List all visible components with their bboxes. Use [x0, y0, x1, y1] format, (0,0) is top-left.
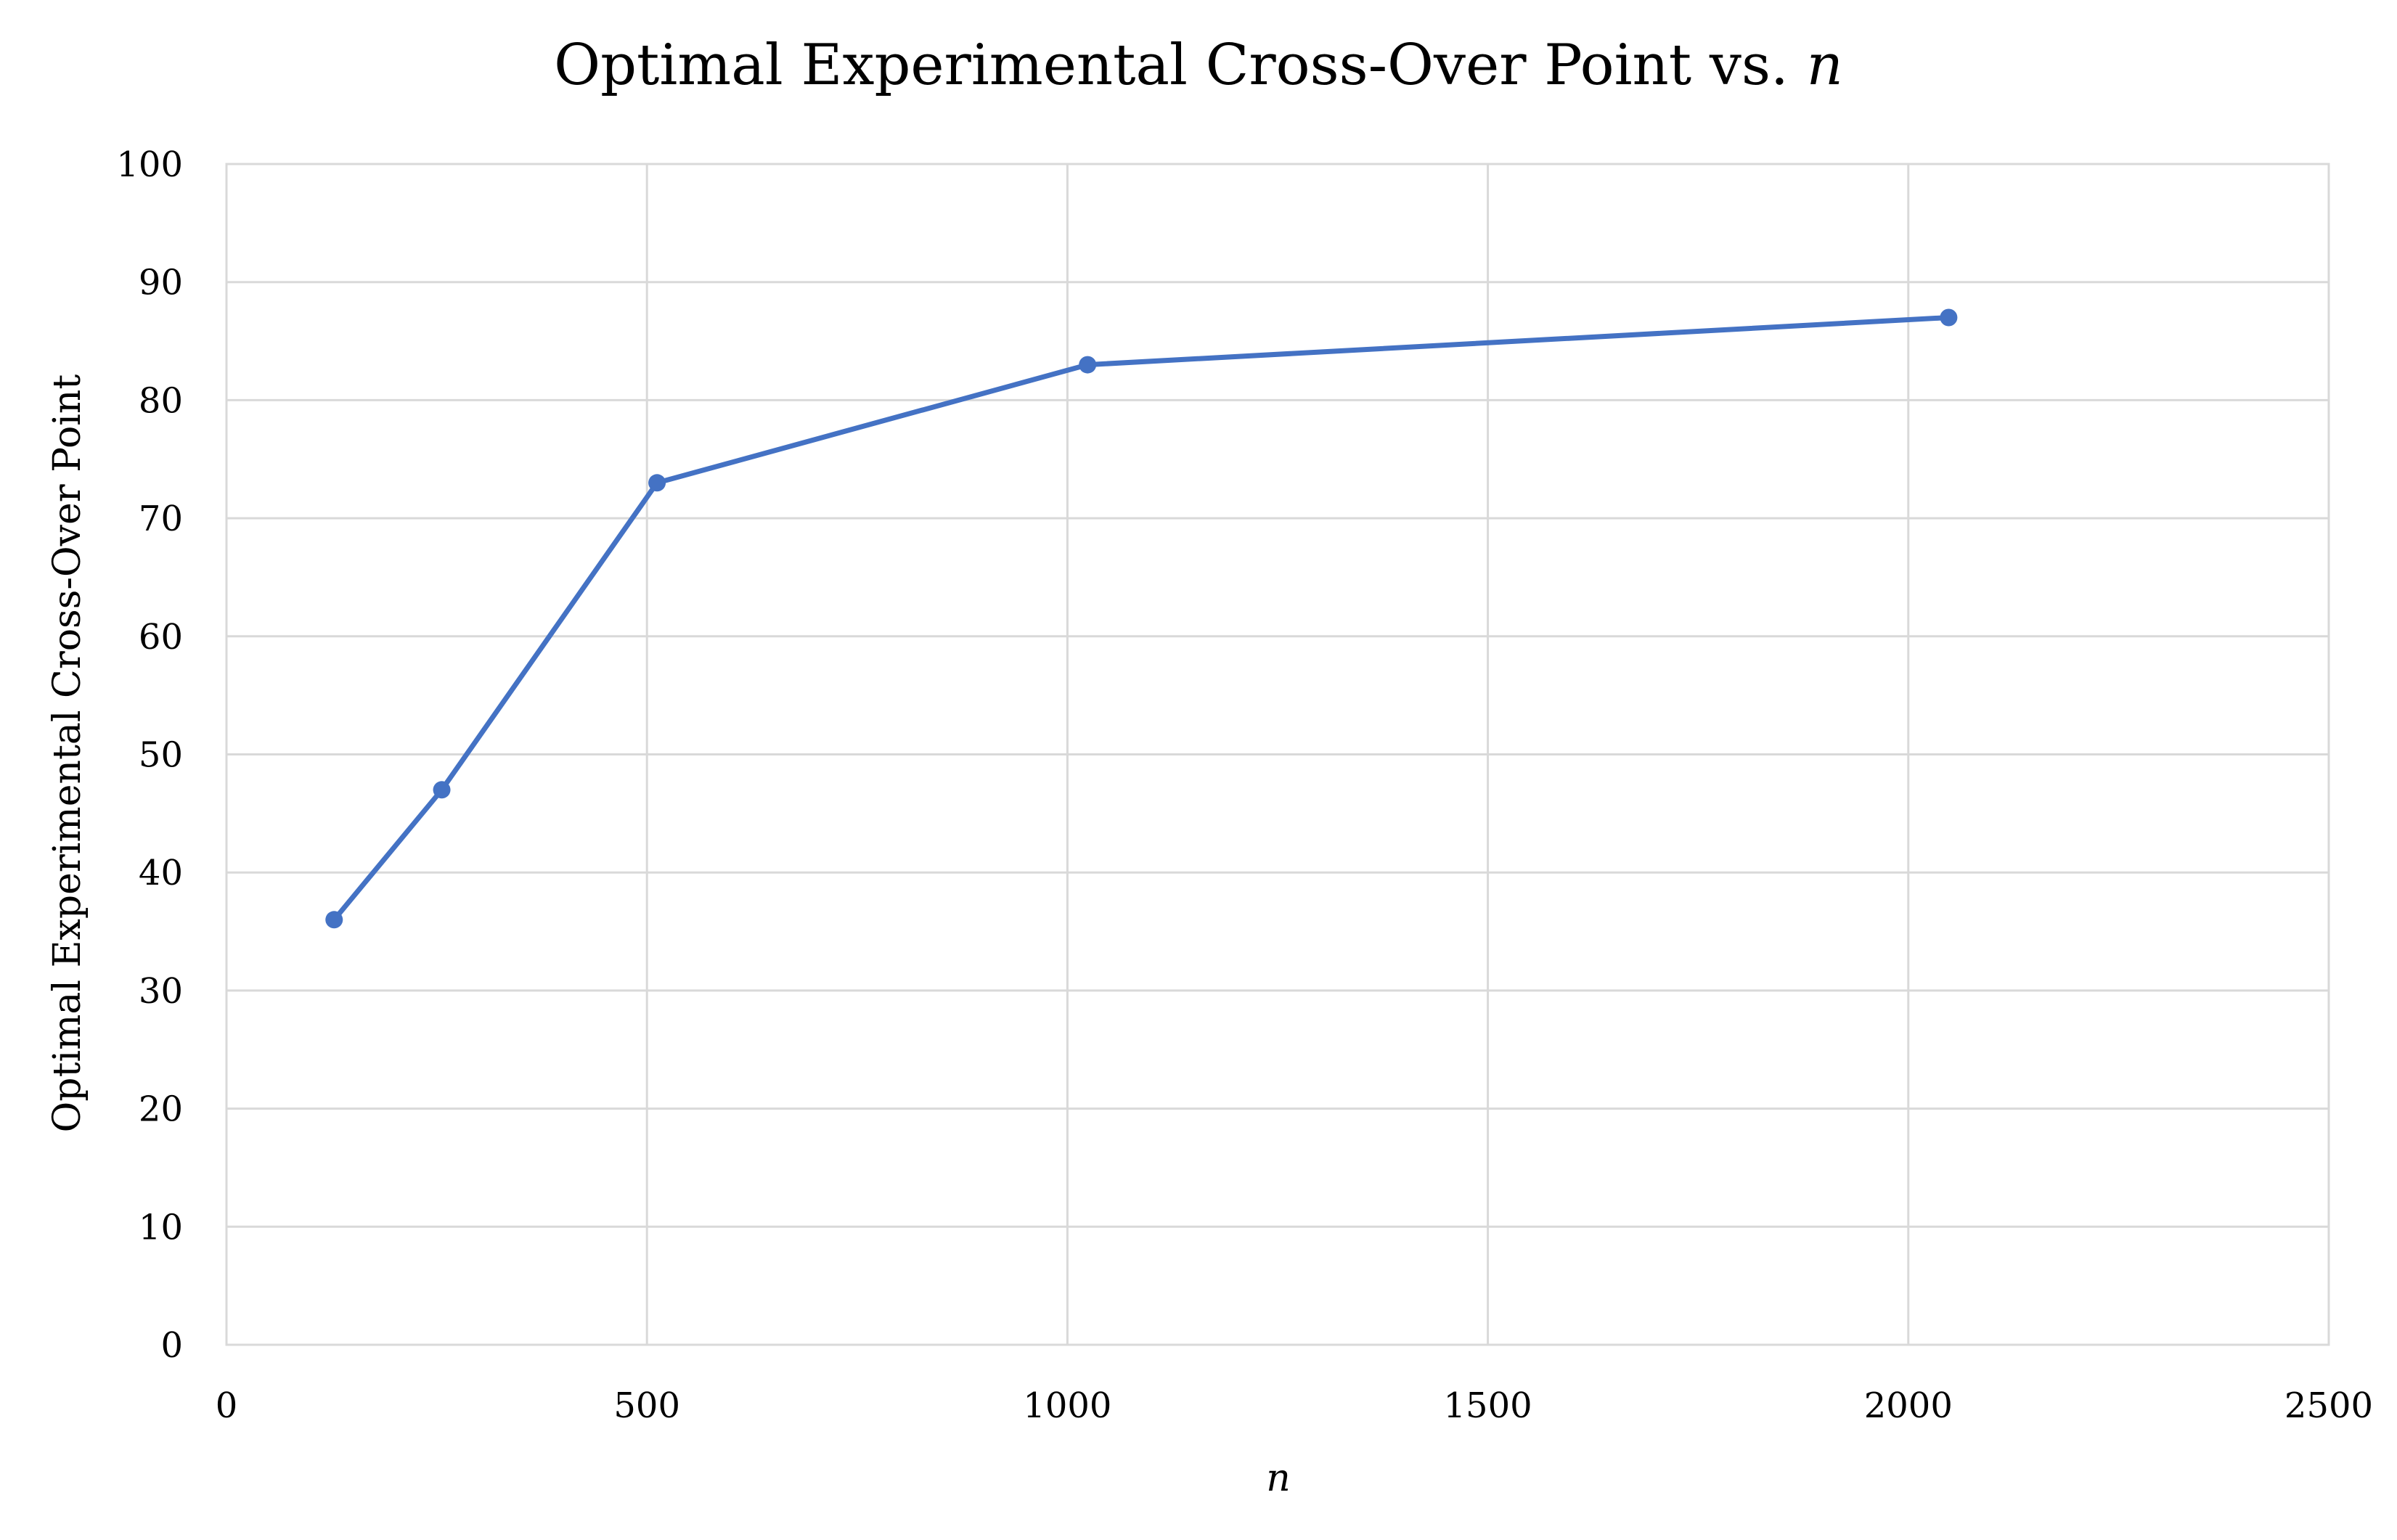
chart-title: Optimal Experimental Cross-Over Point vs… — [554, 33, 1843, 98]
chart-title-prefix: Optimal Experimental Cross-Over Point vs… — [554, 33, 1806, 98]
x-tick-label: 1000 — [1023, 1385, 1111, 1426]
chart-title-variable: n — [1807, 33, 1843, 98]
y-tick-label: 60 — [139, 617, 183, 658]
data-point — [325, 911, 343, 929]
y-tick-label: 0 — [160, 1325, 183, 1366]
y-tick-label: 20 — [139, 1089, 183, 1130]
y-tick-label: 100 — [116, 144, 183, 185]
x-tick-label: 2000 — [1864, 1385, 1953, 1426]
y-axis-title: Optimal Experimental Cross-Over Point — [46, 374, 89, 1133]
data-point — [433, 781, 451, 799]
plot-area — [225, 163, 2330, 1346]
x-tick-label: 1500 — [1444, 1385, 1532, 1426]
data-point — [648, 474, 666, 492]
x-tick-label: 500 — [613, 1385, 680, 1426]
y-tick-label: 10 — [139, 1207, 183, 1248]
x-axis-title: n — [1266, 1457, 1291, 1500]
series-line-1 — [331, 315, 1951, 922]
y-tick-label: 90 — [139, 263, 183, 303]
y-tick-label: 40 — [139, 853, 183, 893]
x-tick-label: 0 — [216, 1385, 238, 1426]
x-tick-label: 2500 — [2284, 1385, 2373, 1426]
data-point — [1079, 356, 1097, 374]
grid-layer — [225, 163, 2330, 1346]
y-tick-label: 30 — [139, 971, 183, 1012]
y-tick-label: 80 — [139, 380, 183, 421]
series-layer — [325, 308, 1958, 929]
data-point — [1940, 308, 1958, 327]
y-tick-label: 70 — [139, 499, 183, 539]
y-tick-label: 50 — [139, 735, 183, 776]
